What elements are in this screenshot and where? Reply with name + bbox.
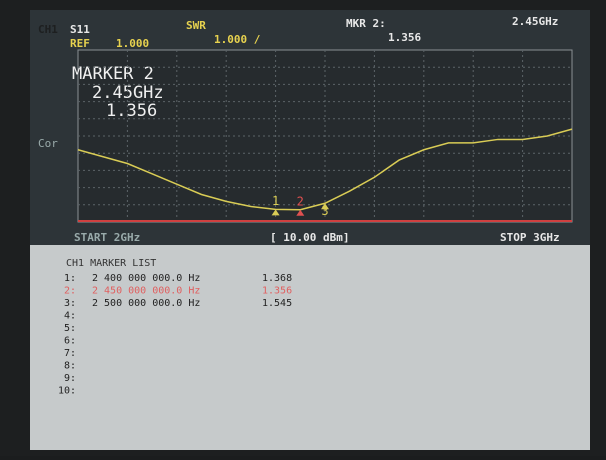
mkr-freq: 2.45GHz bbox=[512, 15, 558, 28]
marker-title: MARKER 2 bbox=[72, 64, 154, 84]
list-cell: 1.545 bbox=[262, 298, 292, 309]
format: SWR bbox=[186, 19, 206, 32]
marker-value: 1.356 bbox=[106, 101, 157, 121]
list-cell: 2: bbox=[64, 286, 76, 297]
stop: STOP 3GHz bbox=[500, 231, 560, 244]
marker-label: 3 bbox=[321, 204, 328, 218]
marker-label: 2 bbox=[297, 194, 304, 208]
list-cell: 4: bbox=[64, 311, 76, 322]
marker bbox=[271, 209, 280, 216]
marker-label: 1 bbox=[272, 194, 279, 208]
scale: 1.000 / bbox=[214, 33, 261, 46]
side-label: Cor bbox=[38, 137, 58, 150]
list-cell: 5: bbox=[64, 323, 76, 334]
mkr-value: 1.356 bbox=[388, 31, 421, 44]
start: START 2GHz bbox=[74, 231, 140, 244]
list-cell: 2 450 000 000.0 Hz bbox=[92, 286, 200, 297]
channel-label: CH1 bbox=[38, 23, 58, 36]
marker-freq: 2.45GHz bbox=[92, 83, 164, 103]
param: S11 bbox=[70, 23, 90, 36]
list-cell: 9: bbox=[64, 373, 76, 384]
list-cell: 3: bbox=[64, 298, 76, 309]
list-panel bbox=[30, 245, 590, 450]
list-cell: 7: bbox=[64, 348, 76, 359]
list-cell: 2 500 000 000.0 Hz bbox=[92, 298, 200, 309]
list-cell: 10: bbox=[58, 386, 76, 397]
ref-label: REF bbox=[70, 37, 90, 50]
marker bbox=[321, 203, 329, 210]
mkr-label: MKR 2: bbox=[346, 17, 386, 30]
list-cell: 2 400 000 000.0 Hz bbox=[92, 273, 200, 284]
list-cell: 1.368 bbox=[262, 273, 292, 284]
ref-value: 1.000 bbox=[116, 37, 149, 50]
list-cell: 6: bbox=[64, 336, 76, 347]
list-title: CH1 MARKER LIST bbox=[66, 258, 156, 269]
list-cell: 1.356 bbox=[262, 286, 292, 297]
marker bbox=[296, 209, 305, 216]
list-cell: 8: bbox=[64, 361, 76, 372]
list-cell: 1: bbox=[64, 273, 76, 284]
power: [ 10.00 dBm] bbox=[270, 231, 349, 244]
